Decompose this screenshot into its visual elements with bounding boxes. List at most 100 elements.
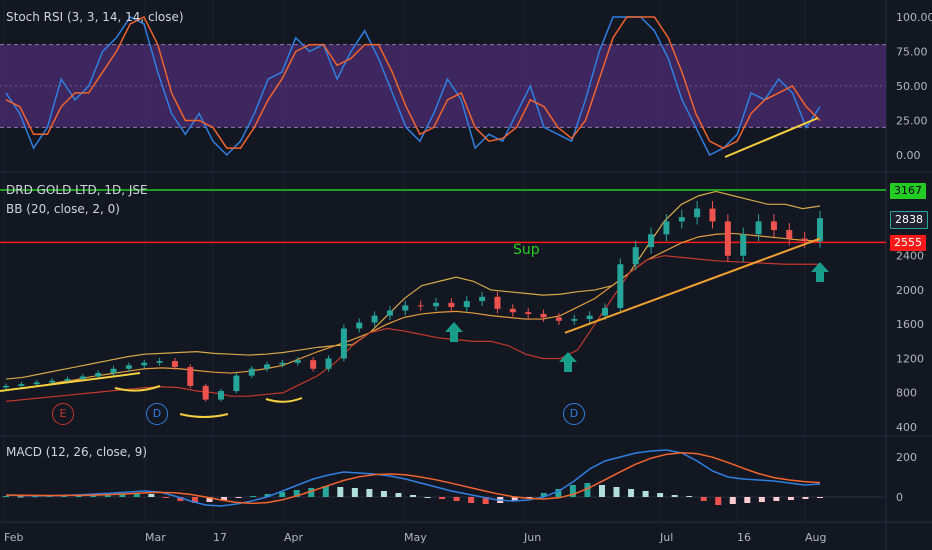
candle-body: [156, 361, 163, 363]
macd-histogram-bar: [671, 495, 678, 497]
macd-histogram-bar: [250, 496, 257, 497]
stoch-trendline: [724, 117, 819, 158]
stoch-tick-label: 100.00: [896, 11, 932, 24]
dividend-event-marker[interactable]: D: [146, 403, 168, 425]
candle-body: [494, 296, 501, 309]
macd-histogram-bar: [453, 497, 460, 501]
price-axis[interactable]: 100.0075.0050.0025.000.00240020001600120…: [4, 11, 932, 544]
candle-body: [248, 368, 255, 376]
macd-histogram-bar: [511, 497, 518, 501]
macd-histogram-bar: [235, 497, 242, 498]
macd-histogram-bar: [177, 497, 184, 501]
macd-histogram-bar: [162, 497, 169, 498]
macd-signal-line: [5, 452, 821, 505]
macd-histogram-bar: [555, 489, 562, 497]
candle-body: [770, 221, 777, 230]
macd-histogram-bar: [657, 493, 664, 497]
candle-body: [264, 364, 271, 369]
candle-body: [18, 384, 25, 386]
macd-histogram-bar: [729, 497, 736, 504]
macd-histogram-bar: [308, 488, 315, 497]
candle-body: [448, 302, 455, 308]
x-axis-label: Feb: [4, 531, 23, 544]
macd-histogram-bar: [351, 488, 358, 497]
stoch-band: [0, 44, 886, 128]
candle-body: [632, 247, 639, 265]
bb-basis-line: [5, 232, 821, 391]
candle-body: [95, 373, 102, 377]
x-axis-label: Mar: [145, 531, 166, 544]
candle-body: [125, 365, 132, 369]
x-axis-label: Jul: [659, 531, 673, 544]
price-tick-label: 1600: [896, 318, 924, 331]
candle-body: [202, 385, 209, 400]
candle-body: [786, 229, 793, 239]
macd-histogram-bar: [395, 493, 402, 497]
price-tick-label: 1200: [896, 352, 924, 365]
candle-body: [233, 375, 240, 392]
candle-body: [571, 319, 578, 321]
resistance-price-tag: 3167: [890, 183, 926, 199]
early-trendline: [0, 372, 141, 393]
macd-histogram-bar: [424, 497, 431, 498]
stoch-d-line: [5, 15, 821, 149]
candle-body: [49, 380, 56, 383]
macd-histogram-bar: [32, 496, 39, 498]
last-price-tag: 2838: [890, 211, 928, 229]
stoch-rsi-panel[interactable]: [0, 15, 886, 158]
bb-lower-band: [5, 255, 820, 402]
macd-histogram-bar: [642, 491, 649, 497]
x-axis-label: Jun: [523, 531, 541, 544]
macd-histogram-bar: [17, 496, 24, 498]
macd-panel[interactable]: [0, 449, 886, 507]
macd-histogram-bar: [584, 483, 591, 497]
candle-body: [64, 379, 71, 381]
candle-body: [218, 391, 225, 400]
candle-body: [402, 305, 409, 311]
support-price-tag: 2555: [890, 235, 926, 251]
macd-histogram-bar: [46, 495, 53, 497]
macd-histogram-bar: [366, 489, 373, 497]
macd-histogram-bar: [540, 493, 547, 497]
bb-indicator-title: BB (20, close, 2, 0): [6, 202, 120, 216]
x-axis-label: May: [404, 531, 427, 544]
candle-body: [740, 234, 747, 256]
candle-body: [648, 234, 655, 248]
candle-body: [801, 238, 808, 242]
candle-body: [525, 312, 532, 314]
macd-histogram-bar: [526, 497, 533, 498]
x-axis-label: Aug: [805, 531, 826, 544]
price-panel[interactable]: [0, 189, 886, 418]
candle-body: [279, 362, 286, 365]
price-tick-label: 2000: [896, 284, 924, 297]
stoch-rsi-title: Stoch RSI (3, 3, 14, 14, close): [6, 10, 184, 24]
macd-histogram-bar: [293, 490, 300, 497]
macd-histogram-bar: [133, 493, 140, 497]
macd-histogram-bar: [410, 495, 416, 497]
up-arrow-marker: [559, 352, 577, 372]
candle-body: [110, 368, 117, 374]
candle-body: [79, 376, 86, 380]
candle-body: [3, 385, 9, 388]
dividend-event-marker-2[interactable]: D: [563, 403, 585, 425]
macd-histogram-bar: [802, 497, 809, 499]
candle-body: [601, 307, 608, 316]
candle-body: [540, 313, 547, 318]
stoch-tick-label: 50.00: [896, 80, 928, 93]
macd-title: MACD (12, 26, close, 9): [6, 445, 148, 459]
candle-body: [310, 360, 317, 369]
support-arc: [265, 397, 303, 403]
macd-histogram-bar: [817, 497, 823, 498]
macd-histogram-bar: [744, 497, 751, 503]
up-arrow-marker: [445, 322, 463, 342]
earnings-event-marker[interactable]: E: [52, 403, 74, 425]
support-arc: [179, 413, 229, 418]
macd-histogram-bar: [700, 497, 707, 501]
price-tick-label: 800: [896, 387, 917, 400]
macd-histogram-bar: [206, 497, 213, 502]
candle-body: [694, 208, 701, 218]
stoch-tick-label: 25.00: [896, 115, 928, 128]
macd-histogram-bar: [773, 497, 780, 501]
x-axis-label: 16: [737, 531, 751, 544]
